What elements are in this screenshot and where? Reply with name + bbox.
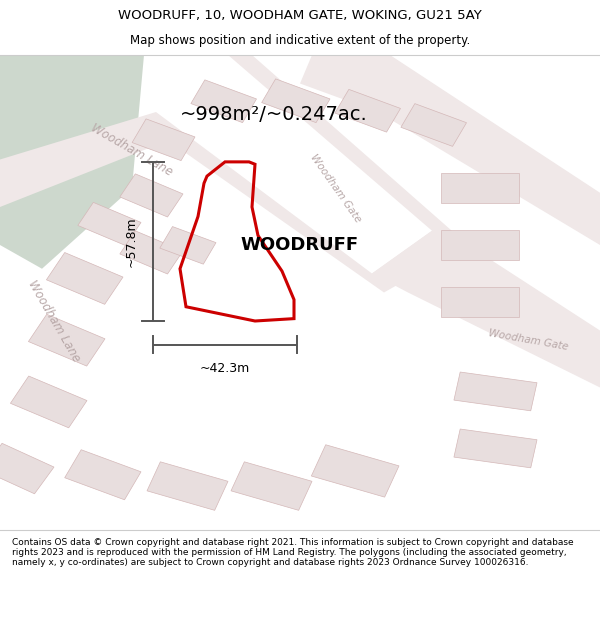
Text: Map shows position and indicative extent of the property.: Map shows position and indicative extent…: [130, 34, 470, 48]
Bar: [401, 104, 467, 146]
Text: ~57.8m: ~57.8m: [125, 216, 138, 267]
Text: Woodham Lane: Woodham Lane: [25, 278, 83, 364]
Bar: [132, 119, 195, 161]
Polygon shape: [0, 55, 144, 269]
Text: ~998m²/~0.247ac.: ~998m²/~0.247ac.: [180, 105, 368, 124]
Bar: [441, 229, 519, 261]
Bar: [335, 89, 401, 132]
Bar: [28, 314, 105, 366]
Bar: [78, 202, 141, 246]
Polygon shape: [372, 231, 600, 388]
Text: Woodham Gate: Woodham Gate: [487, 328, 569, 352]
Bar: [120, 231, 183, 274]
Bar: [0, 443, 54, 494]
Bar: [160, 227, 216, 264]
Bar: [231, 462, 312, 511]
Bar: [454, 429, 537, 468]
Bar: [441, 173, 519, 204]
Bar: [46, 253, 123, 304]
Bar: [65, 450, 141, 500]
Bar: [120, 174, 183, 217]
Bar: [441, 286, 519, 318]
Polygon shape: [300, 55, 600, 245]
Bar: [147, 462, 228, 511]
Bar: [191, 80, 257, 122]
Bar: [454, 372, 537, 411]
Text: ~42.3m: ~42.3m: [200, 362, 250, 375]
Bar: [262, 79, 330, 122]
Polygon shape: [0, 55, 468, 292]
Text: WOODRUFF: WOODRUFF: [241, 236, 359, 254]
Text: Contains OS data © Crown copyright and database right 2021. This information is : Contains OS data © Crown copyright and d…: [12, 538, 574, 568]
Bar: [311, 445, 399, 497]
Bar: [10, 376, 87, 428]
Text: Woodham Gate: Woodham Gate: [309, 152, 363, 224]
Text: Woodham Lane: Woodham Lane: [89, 121, 175, 179]
Text: WOODRUFF, 10, WOODHAM GATE, WOKING, GU21 5AY: WOODRUFF, 10, WOODHAM GATE, WOKING, GU21…: [118, 9, 482, 22]
